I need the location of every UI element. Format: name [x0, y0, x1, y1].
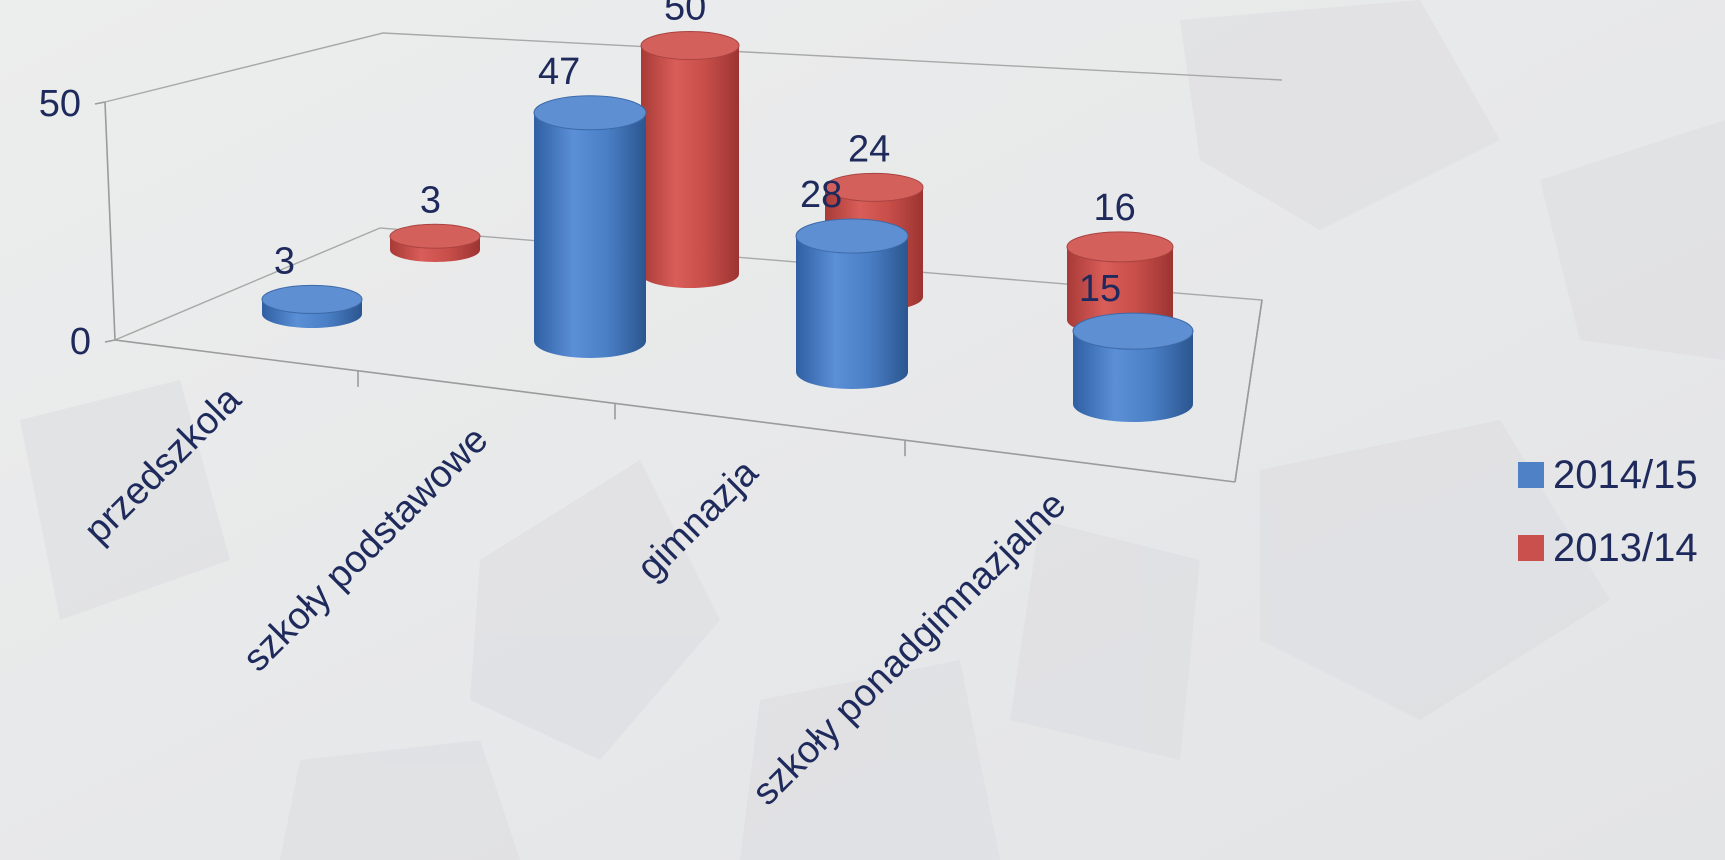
bar-cylinder-top: [533, 95, 647, 131]
bar-cylinder-top: [824, 172, 924, 202]
bar-2013/14-0: [389, 223, 481, 262]
bar-2014/15-2: [795, 218, 909, 389]
data-label: 50: [664, 0, 706, 29]
bar-cylinder-body: [390, 236, 480, 262]
bar-cylinder-body: [1073, 331, 1193, 422]
data-label: 3: [420, 179, 441, 221]
bar-cylinder-body: [796, 236, 908, 389]
data-label: 28: [800, 174, 842, 216]
bar-2014/15-1: [533, 95, 647, 358]
bar-2014/15-3: [1072, 312, 1194, 422]
bar-cylinder-body: [641, 45, 739, 288]
data-label: 47: [538, 51, 580, 93]
bar-cylinder-body: [1067, 246, 1173, 335]
bar-cylinder-top: [795, 218, 909, 254]
data-label: 15: [1079, 268, 1121, 310]
legend-label: 2013/14: [1553, 526, 1698, 570]
bar-cylinder-top: [1072, 312, 1194, 350]
legend-swatch: [1518, 462, 1544, 488]
bar-2013/14-1: [640, 31, 740, 288]
y-axis: 0 50: [39, 83, 116, 363]
legend: 2014/15 2013/14: [1518, 453, 1698, 570]
bar-2014/15-0: [261, 284, 363, 328]
legend-label: 2014/15: [1553, 453, 1698, 497]
legend-swatch: [1518, 535, 1544, 561]
bar-cylinder-top: [261, 284, 363, 314]
y-tick-mark: [104, 339, 116, 343]
right-wall-edge: [1234, 299, 1263, 483]
bar-cylinder-top: [640, 31, 740, 61]
data-label: 16: [1094, 187, 1136, 229]
y-tick-label: 50: [39, 83, 81, 125]
y-axis-line: [104, 101, 116, 341]
background-pattern: [20, 0, 1725, 860]
bar-cylinder-top: [389, 223, 481, 249]
y-tick-label: 0: [70, 321, 91, 363]
bar-2013/14-3: [1066, 231, 1174, 335]
floor-left-edge: [114, 227, 381, 341]
bars-layer: [261, 31, 1194, 422]
bar-cylinder-top: [1066, 231, 1174, 263]
data-labels: 3 50 24 16 3 47 28 15: [274, 0, 1136, 310]
data-label: 24: [848, 128, 890, 170]
y-tick-mark: [94, 101, 106, 105]
x-axis-line: [114, 339, 1236, 483]
top-gridline: [104, 32, 1283, 103]
data-label: 3: [274, 240, 295, 282]
bar-cylinder-body: [534, 112, 646, 358]
